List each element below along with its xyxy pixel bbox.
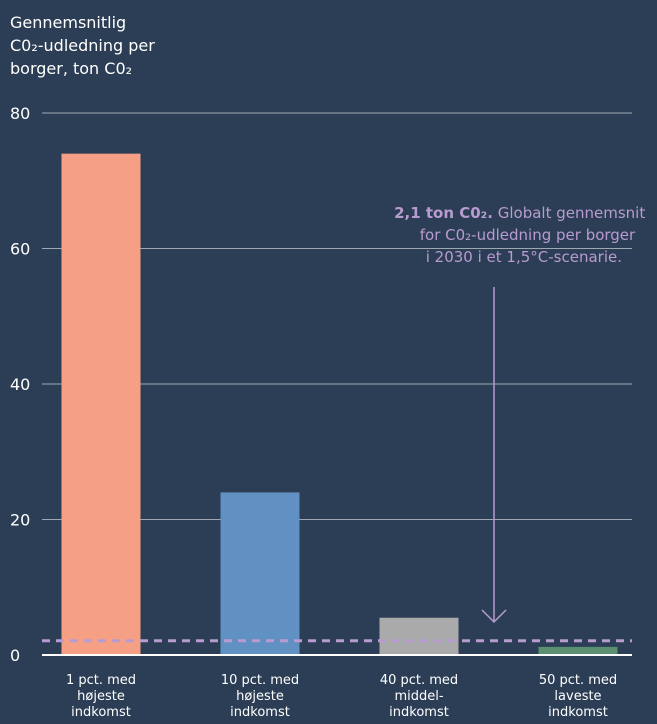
x-category-label-line: 40 pct. med — [380, 673, 458, 688]
bar — [220, 492, 300, 655]
x-category-label-line: middel- — [394, 689, 443, 704]
x-category-label: 40 pct. med middel-indkomst — [380, 673, 458, 720]
y-tick-label: 40 — [10, 375, 30, 394]
reference-annotation-line: i 2030 i et 1,5°C-scenarie. — [426, 248, 622, 266]
y-tick-label: 60 — [10, 240, 30, 259]
y-tick-label: 0 — [10, 646, 20, 665]
x-category-label-line: indkomst — [71, 705, 131, 720]
y-axis-title-line: Gennemsnitlig — [10, 13, 126, 32]
x-category-label-line: indkomst — [389, 705, 449, 720]
x-category-label-line: højeste — [77, 689, 125, 704]
x-category-label-line: 50 pct. med — [539, 673, 617, 688]
x-category-label-line: indkomst — [548, 705, 608, 720]
y-tick-labels: 0 20 40 60 80 — [10, 104, 30, 665]
bar — [379, 617, 459, 655]
reference-annotation: 2,1 ton C0₂. Globalt gennemsnit for C0₂-… — [394, 204, 650, 266]
reference-annotation-line: Globalt gennemsnit — [498, 204, 646, 222]
x-category-label: 50 pct. med laveste indkomst — [539, 673, 617, 720]
y-axis-title: Gennemsnitlig C0₂-udledning per borger, … — [10, 13, 160, 78]
x-category-label-line: 10 pct. med — [221, 673, 299, 688]
y-tick-label: 20 — [10, 511, 30, 530]
y-axis-title-line: borger, ton C0₂ — [10, 59, 132, 78]
reference-annotation-bold: 2,1 ton C0₂. — [394, 204, 493, 222]
bar — [538, 646, 618, 655]
y-tick-label: 80 — [10, 104, 30, 123]
y-axis-title-line: C0₂-udledning per — [10, 36, 155, 55]
x-category-label-line: indkomst — [230, 705, 290, 720]
x-category-label-line: laveste — [554, 689, 601, 704]
bars — [61, 153, 618, 655]
x-category-label-line: højeste — [236, 689, 284, 704]
annotation-arrow — [481, 287, 507, 624]
x-category-label: 10 pct. med højeste indkomst — [221, 673, 299, 720]
x-category-label-line: 1 pct. med — [66, 673, 136, 688]
reference-annotation-line: for C0₂-udledning per borger — [420, 226, 636, 244]
arrow-head — [481, 609, 507, 624]
bar — [61, 153, 141, 655]
x-category-label: 1 pct. med højeste indkomst — [66, 673, 136, 720]
